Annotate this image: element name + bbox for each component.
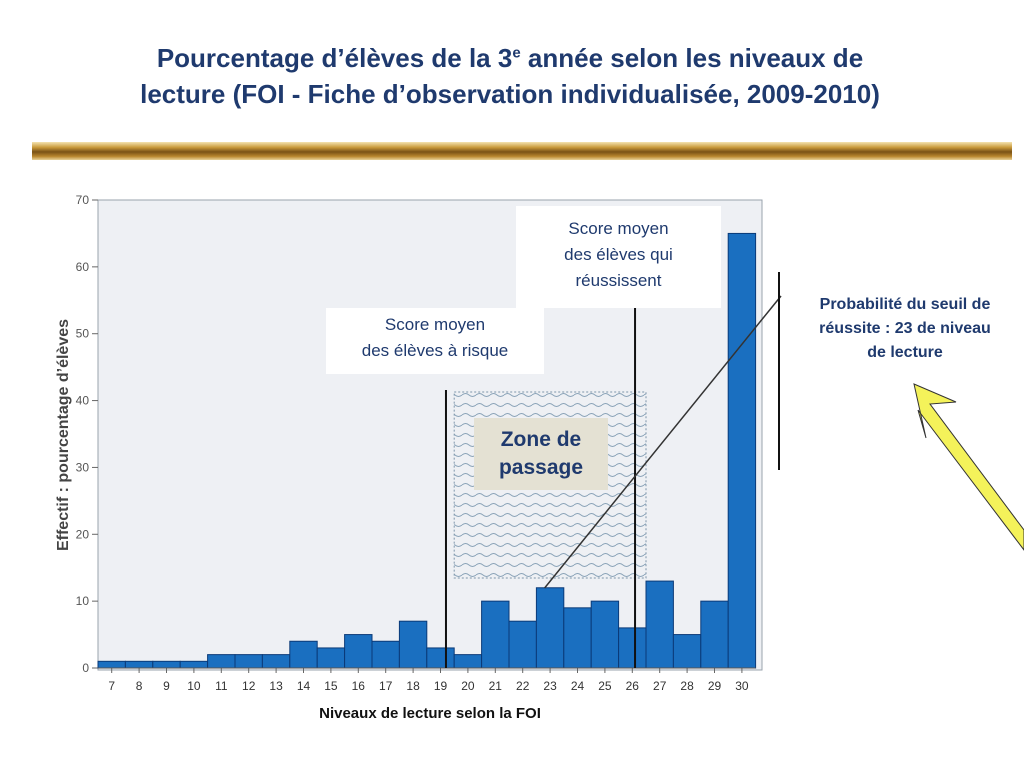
bar <box>727 232 757 669</box>
x-tick-label: 22 <box>516 679 530 693</box>
x-tick-label: 21 <box>489 679 503 693</box>
prob-note-line3: de lecture <box>867 344 943 361</box>
x-tick-label: 28 <box>680 679 694 693</box>
bar <box>453 654 483 669</box>
risk-annotation-line1: Score moyen <box>384 315 486 334</box>
threshold-probability-note: Probabilité du seuil de réussite : 23 de… <box>790 293 1020 365</box>
success-annotation-line2: des élèves qui <box>564 245 673 264</box>
title-superscript: e <box>512 44 521 62</box>
page-title: Pourcentage d’élèves de la 3e année selo… <box>30 40 990 112</box>
x-tick-label: 19 <box>434 679 448 693</box>
x-tick-label: 24 <box>571 679 585 693</box>
bars <box>97 232 757 669</box>
y-axis-label: Effectif : pourcentage d’élèves <box>55 319 72 551</box>
y-tick-label: 70 <box>76 193 90 207</box>
x-tick-label: 11 <box>215 679 228 693</box>
success-annotation-line3: réussissent <box>575 271 662 290</box>
bar <box>508 620 537 669</box>
title-line2: lecture (FOI - Fiche d’observation indiv… <box>140 79 880 109</box>
prob-note-line1: Probabilité du seuil de <box>819 296 991 313</box>
x-tick-label: 9 <box>163 679 170 693</box>
y-tick-label: 0 <box>82 661 89 675</box>
x-tick-label: 29 <box>708 679 722 693</box>
bar <box>152 660 181 669</box>
x-tick-label: 15 <box>324 679 338 693</box>
x-tick-label: 16 <box>352 679 366 693</box>
risk-mean-annotation: Score moyen des élèves à risque <box>326 308 544 374</box>
x-tick-label: 20 <box>461 679 475 693</box>
bar <box>234 654 263 669</box>
y-tick-label: 40 <box>76 394 90 408</box>
title-part1: Pourcentage d’élèves de la 3 <box>156 43 513 73</box>
y-tick-label: 10 <box>76 594 90 608</box>
bar <box>289 640 318 669</box>
gold-divider <box>32 142 1012 160</box>
yellow-arrow-icon <box>913 383 1024 551</box>
x-tick-label: 26 <box>626 679 640 693</box>
bar <box>700 600 729 669</box>
bar <box>563 607 592 669</box>
bar <box>207 654 236 669</box>
bar <box>672 634 702 669</box>
zone-label-line2: passage <box>498 456 584 479</box>
x-tick-label: 13 <box>269 679 283 693</box>
bar <box>481 600 510 669</box>
x-tick-label: 7 <box>108 679 115 693</box>
y-tick-label: 20 <box>76 527 90 541</box>
bar <box>124 660 154 669</box>
bar <box>645 580 674 669</box>
bar <box>344 634 373 669</box>
bar <box>316 647 346 669</box>
x-axis: 7 8 9 10 11 12 13 14 15 16 17 18 19 20 21 22 23 24 25 26 27 2… <box>98 667 756 693</box>
bar <box>97 660 126 669</box>
x-axis-label: Niveaux de lecture selon la FOI <box>319 705 541 722</box>
y-tick-label: 60 <box>76 260 90 274</box>
x-tick-label: 14 <box>297 679 311 693</box>
x-tick-label: 12 <box>242 679 256 693</box>
bar <box>261 654 291 669</box>
bar <box>398 620 428 669</box>
bar <box>179 660 209 669</box>
x-tick-label: 8 <box>136 679 143 693</box>
bar <box>371 640 400 669</box>
bar <box>426 647 455 669</box>
risk-annotation-line2: des élèves à risque <box>361 341 509 360</box>
y-axis: 0 10 20 30 40 50 60 70 <box>76 193 98 675</box>
bar <box>618 627 647 669</box>
bar <box>590 600 620 669</box>
x-tick-label: 18 <box>406 679 420 693</box>
success-mean-annotation: Score moyen des élèves qui réussissent <box>516 206 721 308</box>
x-tick-label: 10 <box>187 679 201 693</box>
x-tick-label: 30 <box>735 679 749 693</box>
x-tick-label: 17 <box>379 679 393 693</box>
transition-zone-label: Zone de passage <box>474 418 608 490</box>
x-tick-label: 27 <box>653 679 667 693</box>
bar <box>535 587 565 669</box>
x-tick-label: 25 <box>598 679 612 693</box>
zone-label-line1: Zone de <box>500 428 582 451</box>
prob-note-line2: réussite : 23 de niveau <box>819 320 991 337</box>
y-tick-label: 50 <box>76 327 90 341</box>
y-tick-label: 30 <box>76 460 90 474</box>
threshold-trend-line <box>544 295 782 589</box>
success-annotation-line1: Score moyen <box>568 219 669 238</box>
x-tick-label: 23 <box>543 679 557 693</box>
title-part2: année selon les niveaux de <box>520 43 864 73</box>
